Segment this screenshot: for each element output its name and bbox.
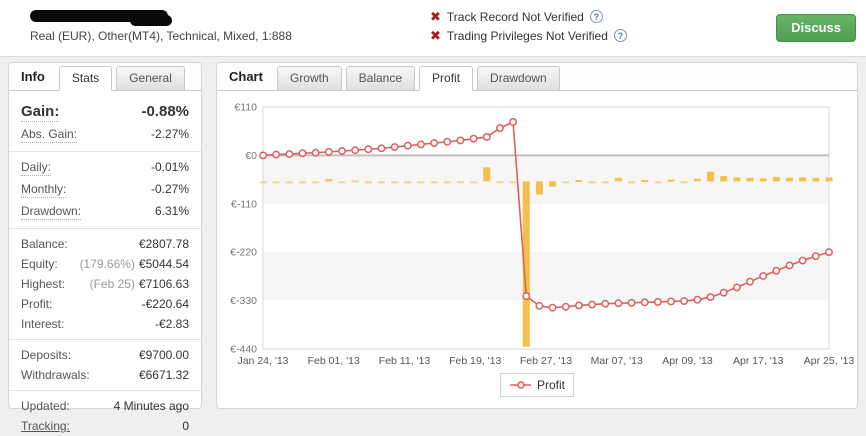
svg-text:Feb 01, '13: Feb 01, '13 bbox=[308, 355, 360, 367]
svg-text:Apr 25, '13: Apr 25, '13 bbox=[804, 355, 855, 367]
stat-tracking: Tracking: 0 bbox=[21, 419, 189, 433]
legend-label: Profit bbox=[536, 378, 565, 392]
svg-text:Jan 24, '13: Jan 24, '13 bbox=[237, 355, 288, 367]
legend-marker-icon bbox=[510, 381, 531, 389]
stat-highest: Highest: (Feb 25) €7106.63 bbox=[21, 277, 189, 291]
chart-tabstrip: Chart Growth Balance Profit Drawdown bbox=[217, 63, 857, 91]
tab-stats[interactable]: Stats bbox=[58, 66, 113, 91]
help-icon[interactable]: ? bbox=[613, 29, 627, 42]
stat-balance: Balance: €2807.78 bbox=[21, 237, 189, 251]
divider bbox=[9, 151, 201, 152]
svg-text:Apr 17, '13: Apr 17, '13 bbox=[733, 355, 784, 367]
svg-text:€-440: €-440 bbox=[230, 344, 257, 356]
chart-legend[interactable]: Profit bbox=[500, 373, 574, 397]
svg-text:€0: €0 bbox=[245, 150, 257, 162]
divider bbox=[9, 339, 201, 340]
stat-abs-gain: Abs. Gain: -2.27% bbox=[21, 127, 189, 143]
stat-gain: Gain: -0.88% bbox=[21, 103, 189, 122]
stat-withdrawals: Withdrawals: €6671.32 bbox=[21, 368, 189, 382]
account-name-redacted bbox=[30, 9, 180, 26]
chart-panel-title: Chart bbox=[229, 69, 263, 84]
svg-text:€-330: €-330 bbox=[230, 295, 257, 307]
trading-privileges-label: Trading Privileges Not Verified bbox=[446, 28, 608, 43]
divider bbox=[9, 228, 201, 229]
stat-profit: Profit: -€220.64 bbox=[21, 297, 189, 311]
svg-text:Feb 11, '13: Feb 11, '13 bbox=[379, 355, 431, 367]
red-x-icon: ✖ bbox=[430, 9, 441, 24]
stat-daily: Daily: -0.01% bbox=[21, 160, 189, 176]
tab-balance[interactable]: Balance bbox=[345, 66, 416, 91]
svg-text:€-110: €-110 bbox=[231, 198, 257, 210]
svg-text:Feb 27, '13: Feb 27, '13 bbox=[520, 355, 572, 367]
chart-panel: Chart Growth Balance Profit Drawdown €11… bbox=[216, 62, 858, 409]
stat-drawdown: Drawdown: 6.31% bbox=[21, 204, 189, 220]
svg-text:Apr 09, '13: Apr 09, '13 bbox=[662, 355, 713, 367]
page-header: Real (EUR), Other(MT4), Technical, Mixed… bbox=[0, 0, 866, 57]
tab-growth[interactable]: Growth bbox=[276, 66, 342, 91]
tab-profit[interactable]: Profit bbox=[419, 66, 474, 91]
svg-text:€110: €110 bbox=[234, 102, 257, 114]
stat-deposits: Deposits: €9700.00 bbox=[21, 348, 189, 362]
svg-text:Mar 07, '13: Mar 07, '13 bbox=[591, 355, 643, 367]
stat-equity: Equity: (179.66%) €5044.54 bbox=[21, 257, 189, 271]
svg-text:€-220: €-220 bbox=[230, 247, 257, 259]
track-record-label: Track Record Not Verified bbox=[446, 9, 584, 24]
tab-drawdown[interactable]: Drawdown bbox=[477, 66, 560, 91]
tracking-link[interactable]: Tracking: bbox=[21, 419, 70, 433]
info-panel-title: Info bbox=[21, 69, 45, 84]
account-subtitle: Real (EUR), Other(MT4), Technical, Mixed… bbox=[30, 29, 292, 43]
account-block: Real (EUR), Other(MT4), Technical, Mixed… bbox=[30, 9, 292, 43]
trading-privileges-row: ✖ Trading Privileges Not Verified ? bbox=[430, 26, 627, 45]
info-panel: Info Stats General Gain: -0.88% Abs. Gai… bbox=[8, 62, 202, 433]
tab-general[interactable]: General bbox=[116, 66, 185, 91]
svg-text:Feb 19, '13: Feb 19, '13 bbox=[449, 355, 501, 367]
divider bbox=[9, 390, 201, 391]
stats-body: Gain: -0.88% Abs. Gain: -2.27% Daily: -0… bbox=[9, 91, 201, 436]
chart-body: €110 €0 €-110 €-220 €-330 €-440 Jan 24, '13 Feb… bbox=[217, 91, 857, 397]
verification-block: ✖ Track Record Not Verified ? ✖ Trading … bbox=[430, 7, 627, 45]
red-x-icon: ✖ bbox=[430, 28, 441, 43]
help-icon[interactable]: ? bbox=[589, 10, 603, 23]
discuss-button[interactable]: Discuss bbox=[776, 14, 856, 42]
stat-updated: Updated: 4 Minutes ago bbox=[21, 399, 189, 413]
track-record-row: ✖ Track Record Not Verified ? bbox=[430, 7, 627, 26]
stat-interest: Interest: -€2.83 bbox=[21, 317, 189, 331]
stat-monthly: Monthly: -0.27% bbox=[21, 182, 189, 198]
info-tabstrip: Info Stats General bbox=[9, 63, 201, 91]
